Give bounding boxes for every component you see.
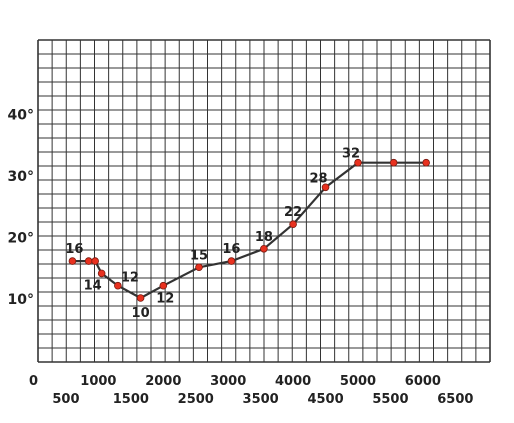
- data-label: 32: [342, 147, 360, 162]
- data-point: [159, 281, 168, 290]
- data-label: 16: [222, 242, 240, 257]
- y-tick-label: 10°: [8, 292, 34, 308]
- y-axis-ticks: 10° 20° 30° 40°: [8, 108, 34, 309]
- grid: [37, 39, 491, 363]
- data-point: [260, 245, 268, 253]
- x-tick-label: 4500: [307, 392, 343, 407]
- y-tick-label: 30°: [8, 169, 34, 185]
- data-point: [84, 257, 93, 265]
- data-label: 16: [65, 242, 83, 257]
- x-tick-label: 6000: [405, 374, 441, 389]
- x-tick-label: 2000: [145, 374, 181, 389]
- data-label: 12: [121, 271, 139, 286]
- x-tick-label: 1500: [113, 392, 149, 407]
- data-point: [354, 158, 362, 167]
- x-tick-label: 4000: [275, 374, 311, 389]
- data-label: 28: [310, 171, 328, 186]
- x-tick-label: 5000: [340, 374, 376, 389]
- x-tick-label: 6500: [437, 392, 473, 407]
- data-point: [289, 220, 297, 229]
- y-tick-label: 20°: [8, 231, 34, 247]
- data-point: [91, 257, 99, 265]
- data-point: [422, 158, 430, 167]
- x-tick-label: 1000: [80, 374, 116, 389]
- series-layer: 16 14 12 10 12 15 16 18 22 28 32: [65, 147, 430, 321]
- x-tick-label: 3500: [243, 392, 279, 407]
- data-point: [97, 269, 106, 278]
- x-tick-label: 5500: [372, 392, 408, 407]
- data-label: 18: [255, 230, 273, 245]
- data-point: [389, 158, 398, 167]
- y-tick-label: 40°: [8, 108, 34, 124]
- data-point: [68, 257, 77, 265]
- data-point: [136, 294, 145, 302]
- x-axis-ticks: 0 1000 2000 3000 4000 5000 6000 500 1500 2500 3500…: [29, 374, 473, 407]
- x-tick-label: 3000: [210, 374, 246, 389]
- data-label: 15: [190, 248, 208, 263]
- x-tick-label: 2500: [178, 392, 214, 407]
- x-tick-label: 0: [29, 374, 38, 389]
- data-point: [227, 257, 236, 265]
- x-tick-label: 500: [52, 392, 79, 407]
- data-point: [195, 263, 203, 272]
- data-point: [321, 183, 330, 192]
- data-label: 22: [284, 205, 302, 220]
- data-label: 12: [156, 292, 174, 307]
- data-label: 10: [132, 306, 150, 321]
- data-point: [114, 281, 122, 290]
- data-label: 14: [84, 278, 102, 293]
